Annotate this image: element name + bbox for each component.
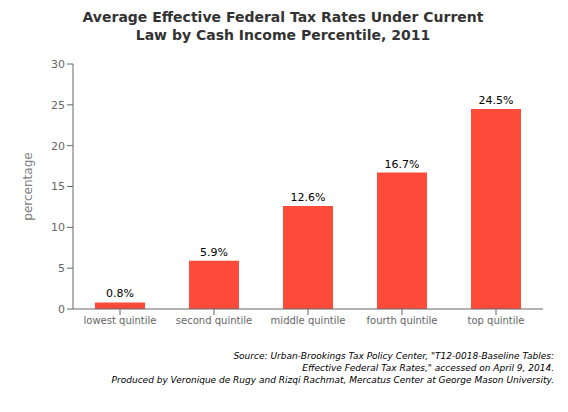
svg-text:10: 10 bbox=[51, 221, 65, 234]
svg-text:20: 20 bbox=[51, 140, 65, 153]
html-text:Average Effective Federal Tax: Average Effective Federal Tax Rates Unde… bbox=[82, 9, 484, 25]
svg-text:percentage: percentage bbox=[21, 152, 35, 220]
svg-text:second quintile: second quintile bbox=[176, 315, 252, 326]
html-text:Law by Cash Income Percentile,: Law by Cash Income Percentile, 2011 bbox=[135, 27, 431, 43]
svg-text:15: 15 bbox=[51, 180, 65, 193]
svg-text:0: 0 bbox=[58, 303, 65, 316]
html-text:Source: Urban-Brookings Tax Po: Source: Urban-Brookings Tax Policy Cente… bbox=[233, 351, 554, 361]
svg-text:middle quintile: middle quintile bbox=[271, 315, 346, 326]
html-text:Produced by Veronique de Rugy: Produced by Veronique de Rugy and Rizqi … bbox=[111, 375, 554, 385]
svg-text:25: 25 bbox=[51, 99, 65, 112]
svg-text:16.7%: 16.7% bbox=[385, 158, 420, 171]
svg-text:5.9%: 5.9% bbox=[200, 246, 228, 259]
svg-text:24.5%: 24.5% bbox=[479, 94, 514, 107]
svg-text:lowest quintile: lowest quintile bbox=[84, 315, 157, 326]
svg-text:fourth quintile: fourth quintile bbox=[367, 315, 438, 326]
html-text:Effective Federal Tax Rates,": Effective Federal Tax Rates," accessed o… bbox=[302, 363, 554, 373]
svg-text:5: 5 bbox=[58, 262, 65, 275]
svg-text:12.6%: 12.6% bbox=[291, 191, 326, 204]
svg-text:top quintile: top quintile bbox=[468, 315, 525, 326]
svg-text:0.8%: 0.8% bbox=[106, 287, 134, 300]
svg-text:30: 30 bbox=[51, 58, 65, 71]
